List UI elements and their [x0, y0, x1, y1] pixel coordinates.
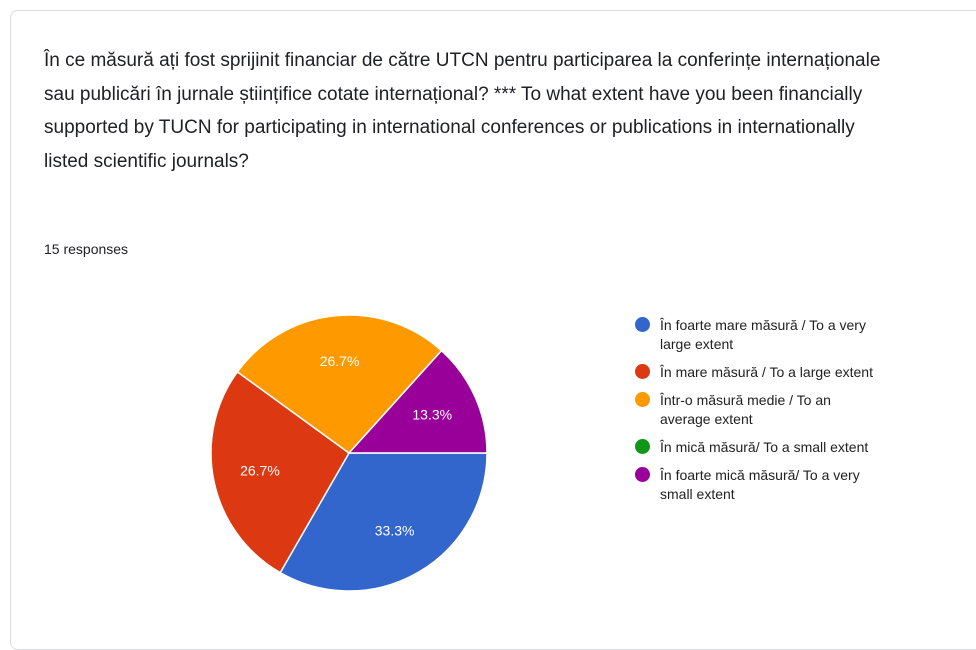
legend-label: În mică măsură/ To a small extent: [660, 439, 869, 455]
legend-swatch: [635, 467, 650, 482]
legend-item: În mică măsură/ To a small extent: [635, 438, 935, 457]
legend-swatch: [635, 364, 650, 379]
slice-label: 26.7%: [320, 353, 360, 369]
legend-label: În mare măsură / To a large extent: [660, 364, 873, 380]
legend-swatch: [635, 439, 650, 454]
pie-slice: [210, 370, 350, 574]
legend-item: În foarte mică măsură/ To a very small e…: [635, 466, 935, 504]
pie-slice: [279, 452, 488, 592]
legend-swatch: [635, 392, 650, 407]
page: În ce măsură ați fost sprijinit financia…: [10, 10, 976, 650]
legend-label: În foarte mare măsură / To a very large …: [660, 317, 866, 352]
legend-item: În mare măsură / To a large extent: [635, 363, 935, 382]
slice-label: 26.7%: [240, 463, 280, 479]
legend-label: Într-o măsură medie / To an average exte…: [660, 392, 831, 427]
pie-chart: 33.3% 26.7% 26.7% 13.3%: [210, 314, 488, 592]
legend-item: Într-o măsură medie / To an average exte…: [635, 391, 935, 429]
legend-label: În foarte mică măsură/ To a very small e…: [660, 467, 860, 502]
legend: În foarte mare măsură / To a very large …: [635, 316, 935, 513]
response-count: 15 responses: [44, 241, 129, 257]
pie-slice: [236, 314, 443, 455]
legend-item: În foarte mare măsură / To a very large …: [635, 316, 935, 354]
slice-label: 13.3%: [412, 407, 452, 423]
question-title: În ce măsură ați fost sprijinit financia…: [44, 50, 881, 172]
slice-label: 33.3%: [375, 523, 415, 539]
legend-swatch: [635, 317, 650, 332]
pie-slice: [347, 349, 488, 454]
